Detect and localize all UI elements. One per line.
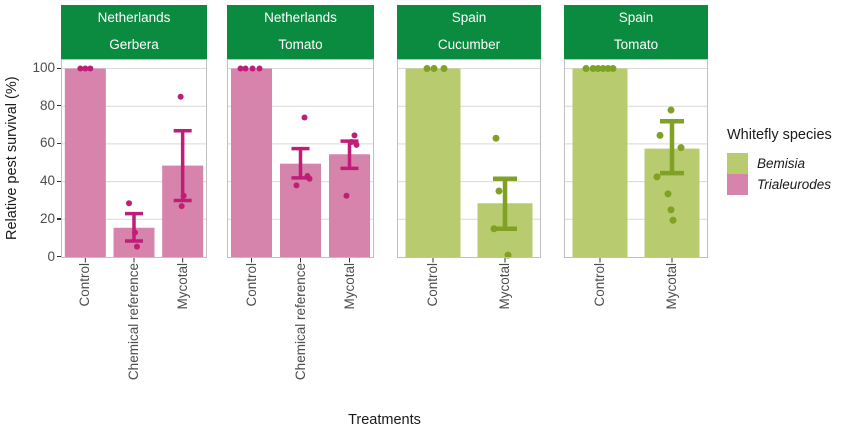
legend-item-bemisia: Bemisia	[727, 153, 832, 174]
legend-swatch-bemisia	[727, 153, 748, 174]
data-point	[656, 131, 664, 139]
x-tick-label: Control	[243, 263, 259, 307]
legend-label: Bemisia	[757, 156, 806, 171]
strip-crop: Tomato	[613, 37, 659, 53]
facet-strip: Spain Tomato	[564, 5, 708, 59]
bar	[405, 68, 461, 257]
data-point	[343, 192, 350, 199]
x-tick-label: Control	[425, 263, 440, 307]
panel-border	[227, 58, 374, 258]
strip-country: Spain	[618, 10, 654, 26]
data-point	[430, 64, 438, 72]
data-point	[599, 64, 607, 72]
data-point	[301, 114, 308, 121]
x-tick-label: Control	[77, 263, 93, 307]
y-tick-label: 40	[39, 173, 55, 189]
y-tick-mark	[56, 256, 61, 258]
x-tick-label: Mycotal	[664, 263, 679, 310]
facet-panel	[564, 58, 708, 262]
y-tick-label: 0	[47, 248, 55, 264]
data-point	[132, 228, 138, 235]
data-point	[293, 181, 300, 188]
data-point	[664, 189, 672, 197]
data-point	[490, 224, 498, 232]
facet-strip: Netherlands Tomato	[227, 5, 374, 59]
legend-label: Trialeurodes	[757, 177, 832, 192]
data-point	[667, 105, 675, 113]
x-tick-label: Chemical reference	[126, 263, 141, 381]
data-point	[589, 64, 597, 72]
y-tick-mark	[56, 218, 61, 220]
data-point	[249, 65, 256, 71]
facet-panel	[397, 58, 541, 262]
panel-border	[61, 58, 207, 258]
data-point	[134, 243, 140, 250]
data-point	[353, 141, 360, 148]
data-point	[582, 64, 590, 72]
data-point	[351, 131, 358, 138]
strip-crop: Tomato	[278, 37, 323, 53]
facet-strip: Spain Cucumber	[397, 5, 541, 59]
data-point	[423, 64, 431, 72]
data-point	[177, 93, 184, 100]
legend-item-trialeurodes: Trialeurodes	[727, 174, 832, 195]
facet-panel	[61, 58, 207, 262]
data-point	[504, 251, 512, 259]
data-point	[306, 175, 313, 182]
panel-border	[397, 58, 541, 258]
strip-country: Spain	[451, 10, 487, 26]
y-tick-label: 60	[39, 135, 55, 151]
y-axis-title: Relative pest survival (%)	[4, 76, 20, 240]
legend: Whitefly species Bemisia Trialeurodes	[727, 127, 832, 195]
data-point	[242, 65, 249, 71]
legend-swatch-trialeurodes	[727, 174, 748, 195]
y-tick-label: 20	[39, 210, 55, 226]
x-tick-label: Control	[592, 263, 607, 307]
bar	[64, 68, 106, 257]
facet-strip: Netherlands Gerbera	[61, 5, 207, 59]
bar	[572, 68, 628, 257]
strip-country: Netherlands	[264, 10, 337, 26]
y-tick-label: 80	[39, 97, 55, 113]
y-tick-mark	[56, 67, 61, 69]
data-point	[492, 134, 500, 142]
data-point	[256, 65, 263, 71]
y-tick-mark	[56, 142, 61, 145]
y-tick-mark	[56, 180, 61, 182]
x-tick-label: Mycotal	[174, 263, 190, 310]
data-point	[237, 65, 244, 71]
x-axis-title: Treatments	[348, 412, 421, 428]
data-point	[87, 65, 94, 71]
legend-items: Bemisia Trialeurodes	[727, 153, 832, 195]
data-point	[653, 172, 661, 180]
data-point	[609, 64, 617, 72]
x-tick-label: Mycotal	[341, 263, 357, 310]
data-point	[348, 138, 355, 145]
data-point	[440, 64, 448, 72]
bar	[231, 68, 272, 257]
data-point	[180, 192, 187, 199]
panel-border	[564, 58, 708, 258]
x-tick-label: Chemical reference	[292, 263, 308, 381]
data-point	[677, 143, 685, 151]
data-point	[82, 65, 89, 71]
facet-panel	[227, 58, 374, 262]
y-tick-mark	[56, 105, 61, 107]
x-tick-label: Mycotal	[497, 263, 512, 310]
strip-crop: Gerbera	[109, 37, 159, 53]
data-point	[178, 202, 185, 209]
strip-crop: Cucumber	[437, 37, 501, 53]
strip-country: Netherlands	[97, 10, 171, 26]
data-point	[77, 65, 84, 71]
y-tick-label: 100	[32, 60, 55, 75]
data-point	[667, 205, 675, 213]
data-point	[669, 216, 677, 224]
bar	[329, 153, 370, 257]
data-point	[594, 64, 602, 72]
data-point	[495, 187, 503, 195]
data-point	[126, 199, 132, 206]
legend-title: Whitefly species	[727, 127, 832, 143]
data-point	[604, 64, 612, 72]
